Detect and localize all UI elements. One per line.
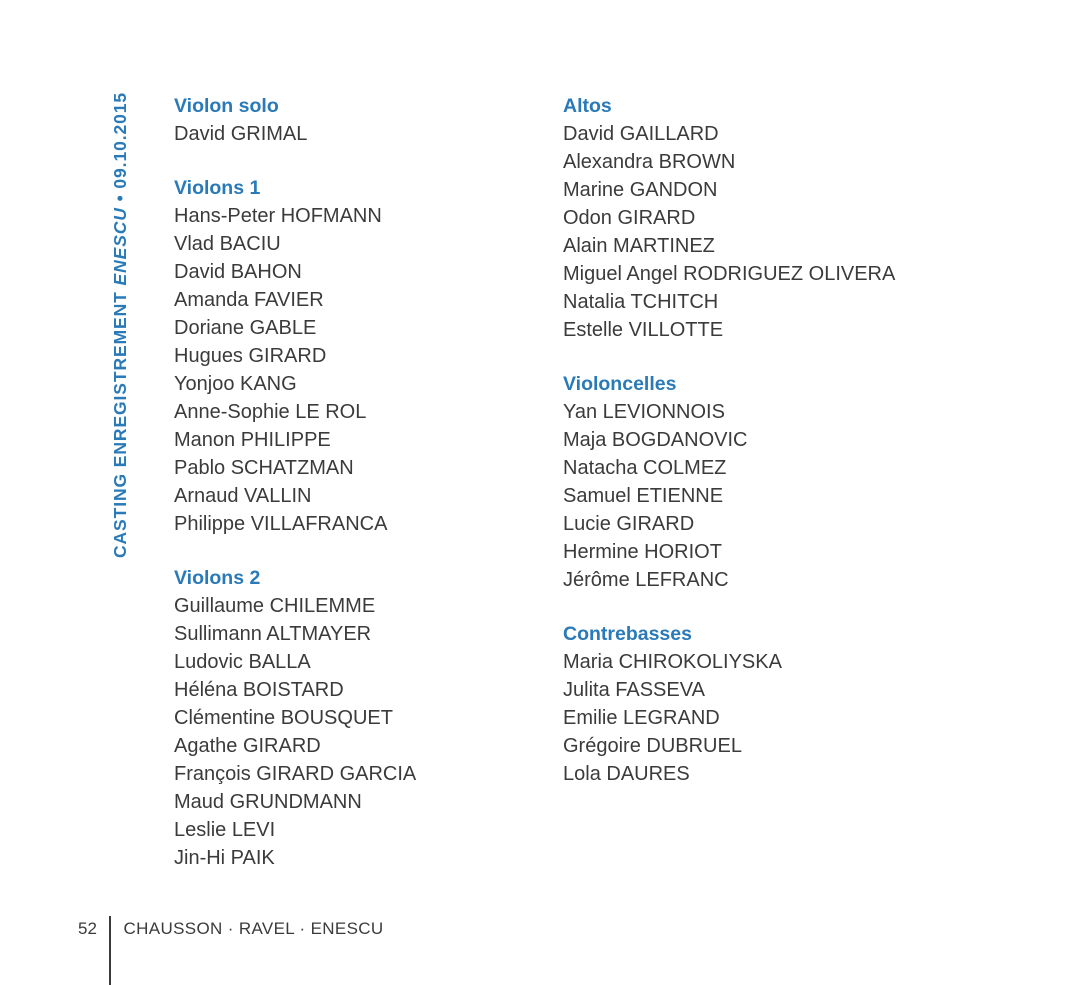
name-list: Hans-Peter HOFMANN Vlad BACIU David BAHON A… bbox=[174, 202, 554, 538]
list-item: Samuel ETIENNE bbox=[563, 485, 724, 507]
list-item: David BAHON bbox=[174, 261, 302, 283]
section-heading: Altos bbox=[563, 95, 612, 117]
list-item: Manon PHILIPPE bbox=[174, 429, 331, 451]
footer-inner: 52 CHAUSSON · RAVEL · ENESCU bbox=[78, 916, 384, 985]
section-heading: Contrebasses bbox=[563, 623, 692, 645]
casting-section: Violons 2 Guillaume CHILEMME Sullimann ALT… bbox=[174, 564, 554, 872]
name-list: David GAILLARD Alexandra BROWN Marine GAND… bbox=[563, 120, 1023, 344]
name-list: Yan LEVIONNOIS Maja BOGDANOVIC Natacha COL… bbox=[563, 398, 1023, 594]
list-item: Ludovic BALLA bbox=[174, 651, 311, 673]
list-item: Amanda FAVIER bbox=[174, 289, 324, 311]
page-footer: 52 CHAUSSON · RAVEL · ENESCU bbox=[78, 916, 384, 985]
list-item: Natalia TCHITCH bbox=[563, 291, 719, 313]
footer-divider-rule bbox=[108, 916, 111, 985]
list-item: Lucie GIRARD bbox=[563, 513, 695, 535]
casting-section: Violoncelles Yan LEVIONNOIS Maja BOGDANOVI… bbox=[563, 370, 1023, 594]
section-heading: Violoncelles bbox=[563, 373, 677, 395]
name-list: Guillaume CHILEMME Sullimann ALTMAYER Ludo… bbox=[174, 592, 554, 872]
list-item: Vlad BACIU bbox=[174, 233, 281, 255]
casting-section: Violon solo David GRIMAL bbox=[174, 92, 554, 148]
list-item: Arnaud VALLIN bbox=[174, 485, 312, 507]
running-head-text: CASTING ENREGISTREMENT ENESCU • 09.10.20… bbox=[110, 92, 130, 559]
list-item: Estelle VILLOTTE bbox=[563, 319, 724, 341]
list-item: Hans-Peter HOFMANN bbox=[174, 205, 382, 227]
list-item: Maria CHIROKOLIYSKA bbox=[563, 651, 782, 673]
casting-section: Altos David GAILLARD Alexandra BROWN Marine… bbox=[563, 92, 1023, 344]
casting-section: Violons 1 Hans-Peter HOFMANN Vlad BACIU Dav… bbox=[174, 174, 554, 538]
section-heading: Violons 2 bbox=[174, 567, 261, 589]
running-head-prefix: CASTING ENREGISTREMENT bbox=[110, 285, 130, 559]
list-item: Natacha COLMEZ bbox=[563, 457, 727, 479]
list-item: Alexandra BROWN bbox=[563, 151, 736, 173]
list-item: Jérôme LEFRANC bbox=[563, 569, 729, 591]
list-item: Miguel Angel RODRIGUEZ OLIVERA bbox=[563, 263, 896, 285]
running-head-date: • 09.10.2015 bbox=[110, 92, 130, 208]
list-item: Philippe VILLAFRANCA bbox=[174, 513, 388, 535]
list-item: David GAILLARD bbox=[563, 123, 719, 145]
vertical-running-head: CASTING ENREGISTREMENT ENESCU • 09.10.20… bbox=[0, 0, 160, 985]
column-left: Violon solo David GRIMAL Violons 1 Hans-Pet… bbox=[174, 92, 554, 872]
list-item: Jin-Hi PAIK bbox=[174, 847, 275, 869]
list-item: Yan LEVIONNOIS bbox=[563, 401, 725, 423]
casting-section: Contrebasses Maria CHIROKOLIYSKA Julita FA… bbox=[563, 620, 1023, 788]
list-item: Odon GIRARD bbox=[563, 207, 696, 229]
page-number: 52 bbox=[78, 919, 97, 938]
list-item: Doriane GABLE bbox=[174, 317, 317, 339]
list-item: Pablo SCHATZMAN bbox=[174, 457, 354, 479]
list-item: Agathe GIRARD bbox=[174, 735, 321, 757]
list-item: Anne-Sophie LE ROL bbox=[174, 401, 367, 423]
running-head-work-title: ENESCU bbox=[110, 207, 130, 286]
list-item: Alain MARTINEZ bbox=[563, 235, 715, 257]
section-heading: Violons 1 bbox=[174, 177, 261, 199]
footer-title: CHAUSSON · RAVEL · ENESCU bbox=[123, 919, 384, 938]
name-list: Maria CHIROKOLIYSKA Julita FASSEVA Emilie … bbox=[563, 648, 1023, 788]
list-item: Leslie LEVI bbox=[174, 819, 276, 841]
list-item: Marine GANDON bbox=[563, 179, 718, 201]
list-item: Hugues GIRARD bbox=[174, 345, 327, 367]
list-item: Grégoire DUBRUEL bbox=[563, 735, 742, 757]
list-item: Yonjoo KANG bbox=[174, 373, 297, 395]
list-item: François GIRARD GARCIA bbox=[174, 763, 417, 785]
section-heading: Violon solo bbox=[174, 95, 279, 117]
list-item: Emilie LEGRAND bbox=[563, 707, 720, 729]
list-item: David GRIMAL bbox=[174, 123, 308, 145]
list-item: Lola DAURES bbox=[563, 763, 690, 785]
list-item: Hermine HORIOT bbox=[563, 541, 722, 563]
list-item: Guillaume CHILEMME bbox=[174, 595, 376, 617]
list-item: Clémentine BOUSQUET bbox=[174, 707, 393, 729]
list-item: Maja BOGDANOVIC bbox=[563, 429, 748, 451]
name-list: David GRIMAL bbox=[174, 120, 554, 148]
column-right: Altos David GAILLARD Alexandra BROWN Marine… bbox=[563, 92, 1023, 788]
list-item: Héléna BOISTARD bbox=[174, 679, 344, 701]
list-item: Sullimann ALTMAYER bbox=[174, 623, 372, 645]
list-item: Julita FASSEVA bbox=[563, 679, 705, 701]
list-item: Maud GRUNDMANN bbox=[174, 791, 362, 813]
